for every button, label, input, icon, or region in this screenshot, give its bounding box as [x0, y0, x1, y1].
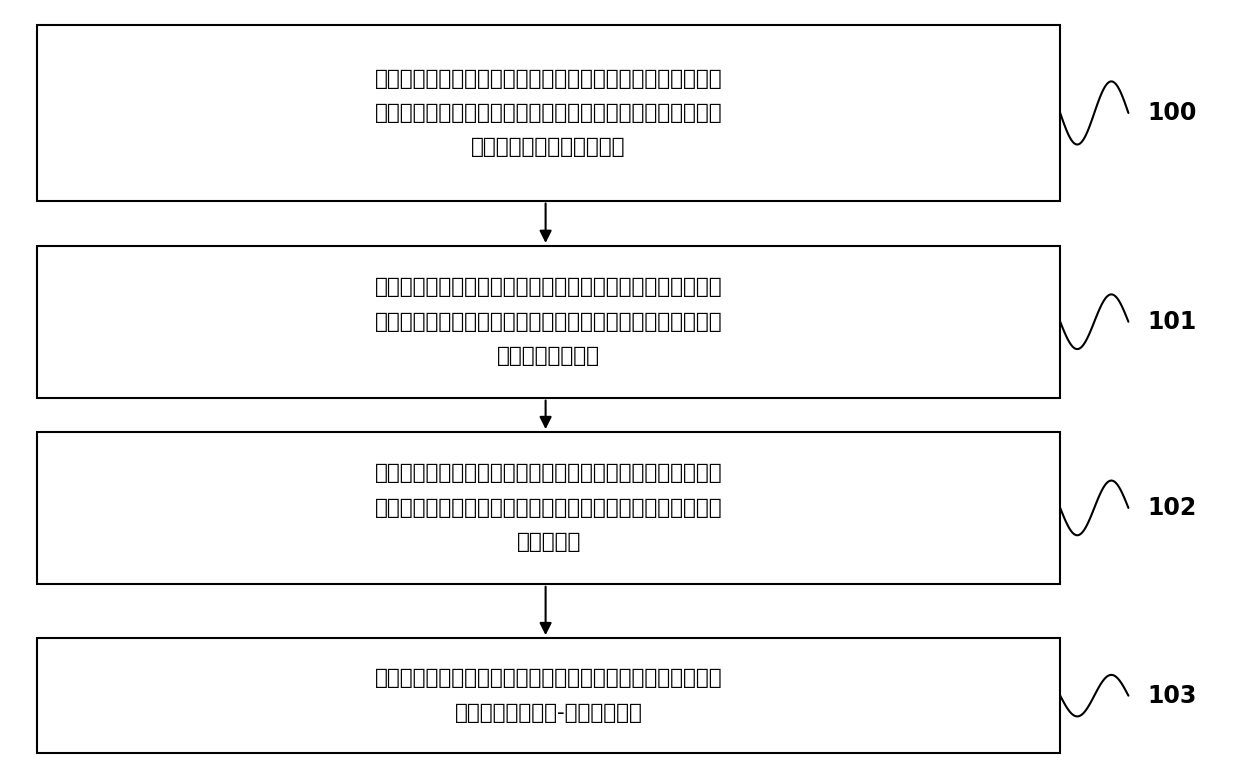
Text: 根据所述第一高度场、所述第二高度场、所述第一图像和所述: 根据所述第一高度场、所述第二高度场、所述第一图像和所述	[374, 668, 723, 689]
Text: 域在所述第一时刻的第一图像及所述待测区域在所述第二时刻: 域在所述第一时刻的第一图像及所述待测区域在所述第二时刻	[374, 498, 723, 518]
Text: 试件表面的待测区域相对于标记物的第一高度场，其中，所述: 试件表面的待测区域相对于标记物的第一高度场，其中，所述	[374, 103, 723, 123]
Text: 101: 101	[1147, 310, 1197, 333]
Text: 根据所述第一高度场及所述第二高度场，分别获得所述待测区: 根据所述第一高度场及所述第二高度场，分别获得所述待测区	[374, 464, 723, 484]
Text: 在待测试件达到目标温度的情况下，在第一时刻获取所述待测: 在待测试件达到目标温度的情况下，在第一时刻获取所述待测	[374, 69, 723, 89]
Text: 的第二图像: 的第二图像	[517, 532, 580, 552]
FancyBboxPatch shape	[37, 26, 1060, 201]
Text: 待测试件由待测量材料制成: 待测试件由待测量材料制成	[471, 137, 626, 157]
Text: 第二图像，确定力-化学耦合机理: 第二图像，确定力-化学耦合机理	[455, 703, 642, 723]
Text: 时间段的情况下，在第二时刻获取所述待测区域相对于所述标: 时间段的情况下，在第二时刻获取所述待测区域相对于所述标	[374, 312, 723, 332]
FancyBboxPatch shape	[37, 246, 1060, 398]
Text: 记物的第二高度场: 记物的第二高度场	[497, 346, 600, 366]
Text: 100: 100	[1147, 101, 1197, 125]
Text: 102: 102	[1147, 496, 1197, 520]
FancyBboxPatch shape	[37, 432, 1060, 584]
FancyBboxPatch shape	[37, 638, 1060, 753]
Text: 103: 103	[1147, 684, 1197, 707]
Text: 在所述待测试件的温度保持不变，且与所述第一时刻间隔预定: 在所述待测试件的温度保持不变，且与所述第一时刻间隔预定	[374, 277, 723, 298]
